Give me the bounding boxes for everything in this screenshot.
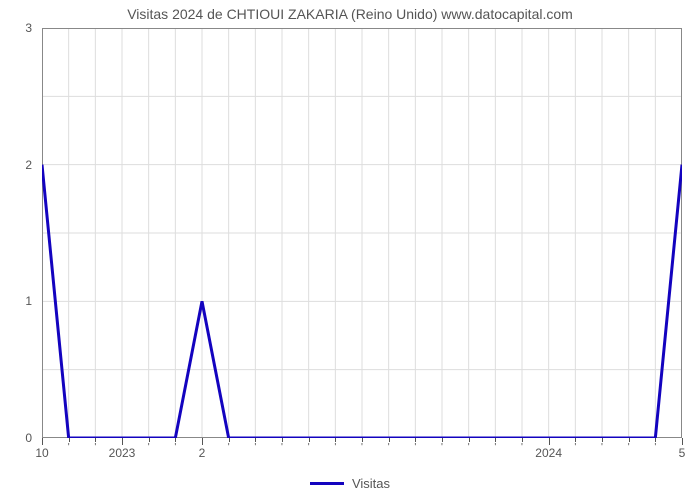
legend: Visitas: [0, 476, 700, 491]
x-tick-label: 5: [652, 446, 700, 460]
y-tick-label: 1: [0, 294, 32, 308]
legend-swatch: [310, 482, 344, 485]
plot-area: [42, 28, 682, 438]
y-tick-label: 0: [0, 431, 32, 445]
chart-title: Visitas 2024 de CHTIOUI ZAKARIA (Reino U…: [0, 6, 700, 22]
y-tick-label: 3: [0, 21, 32, 35]
y-tick-label: 2: [0, 158, 32, 172]
legend-label: Visitas: [352, 476, 390, 491]
chart-container: Visitas 2024 de CHTIOUI ZAKARIA (Reino U…: [0, 0, 700, 500]
x-tick-mark: [682, 438, 683, 445]
